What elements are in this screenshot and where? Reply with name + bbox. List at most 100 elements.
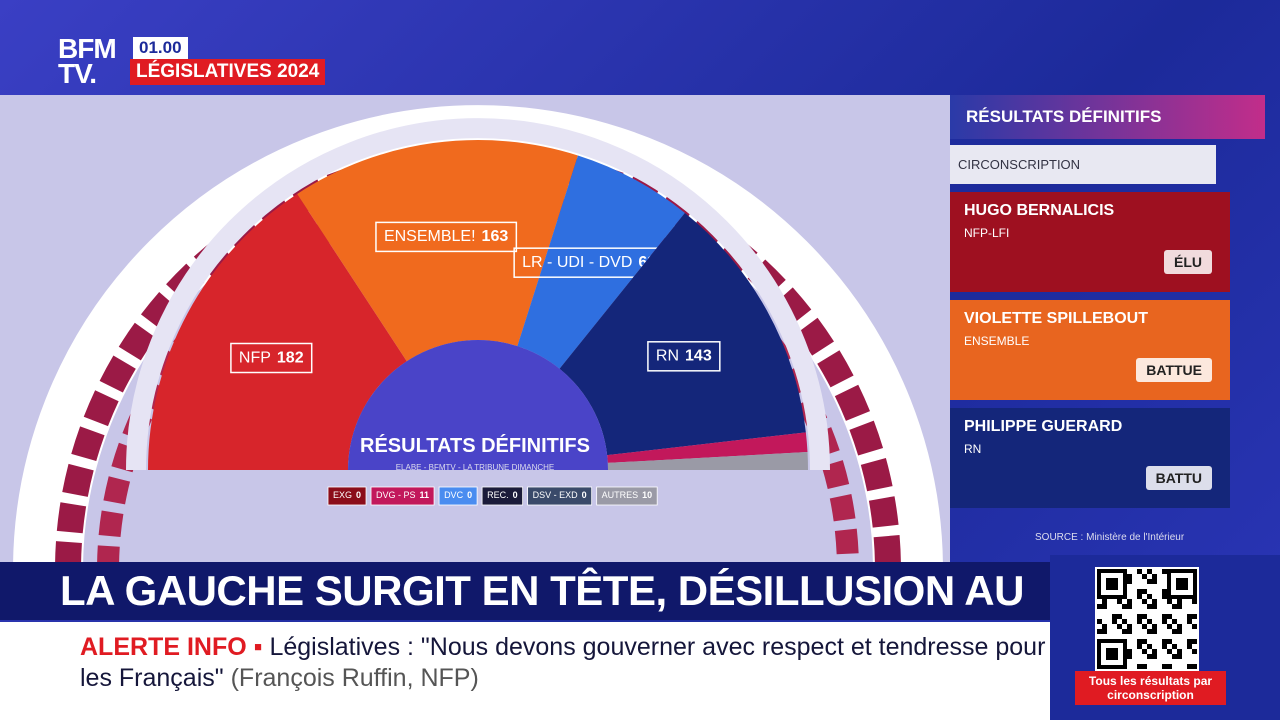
- qr-module: [1102, 604, 1107, 609]
- side-panel: RÉSULTATS DÉFINITIFS CIRCONSCRIPTION HUG…: [950, 95, 1265, 555]
- candidate-card: PHILIPPE GUERARD RN BATTU: [950, 408, 1230, 508]
- qr-caption: Tous les résultats par circonscription: [1075, 671, 1226, 705]
- legend-name: EXG: [333, 490, 352, 500]
- qr-module: [1152, 599, 1157, 604]
- legend-entry: REC. 0: [487, 490, 518, 500]
- qr-module: [1112, 619, 1117, 624]
- cards: HUGO BERNALICIS NFP-LFI ÉLU VIOLETTE SPILLE…: [950, 192, 1265, 508]
- candidate-card: HUGO BERNALICIS NFP-LFI ÉLU: [950, 192, 1230, 292]
- qr-finder: [1176, 578, 1188, 590]
- qr-finder: [1106, 578, 1118, 590]
- legend-value: 0: [467, 490, 472, 500]
- seat-wedge: [148, 193, 407, 470]
- qr-module: [1187, 614, 1192, 619]
- qr-module: [1192, 639, 1197, 644]
- party-label: RN 143: [656, 348, 712, 365]
- qr-module: [1162, 614, 1167, 619]
- legend-swatch: [596, 486, 658, 506]
- qr-module: [1102, 624, 1107, 629]
- qr-module: [1167, 624, 1172, 629]
- qr-module: [1142, 649, 1147, 654]
- legend-entry: EXG 0: [333, 490, 361, 500]
- alert-text: Législatives : "Nous devons gouverner av…: [80, 633, 1046, 692]
- arena-seats: [55, 147, 901, 565]
- alert-source: (François Ruffin, NFP): [230, 664, 479, 692]
- party-name: NFP: [239, 349, 271, 366]
- qr-module: [1172, 629, 1177, 634]
- qr-module: [1187, 644, 1192, 649]
- seat-wedge: [607, 452, 808, 470]
- qr-module: [1127, 629, 1132, 634]
- qr-module: [1127, 579, 1132, 584]
- qr-module: [1192, 664, 1197, 669]
- qr-module: [1152, 579, 1157, 584]
- qr-module: [1177, 624, 1182, 629]
- qr-module: [1147, 594, 1152, 599]
- qr-module: [1137, 594, 1142, 599]
- qr-module: [1172, 654, 1177, 659]
- party-name: ENSEMBLE!: [384, 228, 476, 245]
- qr-module: [1127, 649, 1132, 654]
- legend-name: DVC: [444, 490, 464, 500]
- party-seats: 143: [685, 348, 712, 365]
- qr-module: [1097, 604, 1102, 609]
- legend-name: DSV - EXD: [533, 490, 579, 500]
- seat-wedge: [559, 212, 806, 456]
- legend-swatch: [438, 486, 478, 506]
- qr-module: [1142, 599, 1147, 604]
- legend-name: AUTRES: [602, 490, 639, 500]
- qr-module: [1162, 619, 1167, 624]
- alert-tag: ALERTE INFO: [80, 633, 247, 661]
- label-box: [647, 341, 721, 372]
- qr-module: [1127, 599, 1132, 604]
- label-box: [230, 342, 313, 374]
- logo-text: BFM: [58, 33, 117, 64]
- qr-module: [1162, 639, 1167, 644]
- qr-module: [1152, 574, 1157, 579]
- qr-module: [1122, 629, 1127, 634]
- qr-module: [1097, 629, 1102, 634]
- party-label: ENSEMBLE! 163: [384, 228, 508, 245]
- qr-module: [1177, 604, 1182, 609]
- qr-module: [1127, 654, 1132, 659]
- qr-module: [1142, 614, 1147, 619]
- qr-module: [1162, 569, 1167, 574]
- qr-module: [1152, 629, 1157, 634]
- qr-module: [1167, 639, 1172, 644]
- qr-module: [1192, 614, 1197, 619]
- legend-value: 0: [582, 490, 587, 500]
- source: SOURCE : Ministère de l'Intérieur: [1035, 532, 1185, 543]
- qr-module: [1152, 649, 1157, 654]
- qr-module: [1162, 644, 1167, 649]
- logo: BFM TV.: [58, 33, 117, 88]
- seat-wedge: [297, 140, 578, 362]
- qr-module: [1127, 624, 1132, 629]
- clock: 01.00: [133, 37, 188, 59]
- qr-module: [1102, 629, 1107, 634]
- qr-module: [1177, 599, 1182, 604]
- qr-module: [1177, 649, 1182, 654]
- qr-module: [1117, 624, 1122, 629]
- qr-module: [1152, 654, 1157, 659]
- qr-module: [1147, 619, 1152, 624]
- qr-module: [1162, 594, 1167, 599]
- chart-title: RÉSULTATS DÉFINITIFS: [360, 434, 590, 457]
- qr-module: [1137, 644, 1142, 649]
- qr-module: [1172, 619, 1177, 624]
- candidate-status: ÉLU: [1164, 250, 1212, 274]
- qr-module: [1147, 604, 1152, 609]
- seat-wedge: [517, 155, 685, 369]
- party-label: NFP 182: [239, 349, 304, 366]
- legend-entry: DVG - PS 11: [376, 490, 429, 500]
- qr-module: [1167, 649, 1172, 654]
- qr-module: [1147, 644, 1152, 649]
- qr-finder: [1167, 569, 1197, 599]
- candidate-name: PHILIPPE GUERARD: [964, 418, 1123, 435]
- qr-module: [1167, 664, 1172, 669]
- legend-entry: AUTRES 10: [602, 490, 653, 500]
- party-seats: 182: [277, 349, 304, 366]
- candidate-name: HUGO BERNALICIS: [964, 202, 1115, 219]
- qr-pattern: [1097, 569, 1197, 669]
- qr-module: [1097, 619, 1102, 624]
